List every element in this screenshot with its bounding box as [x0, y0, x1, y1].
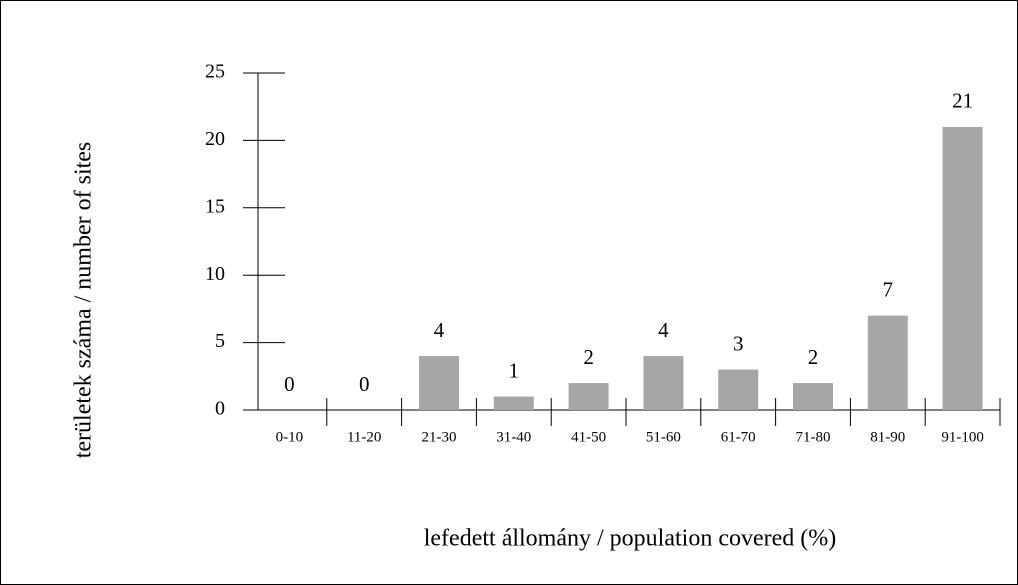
x-tick-label: 81-90: [870, 429, 905, 445]
y-tick-label: 15: [205, 195, 225, 217]
data-label: 7: [883, 277, 894, 301]
data-label: 21: [952, 89, 973, 113]
x-tick-label: 0-10: [276, 429, 304, 445]
data-label: 2: [583, 345, 594, 369]
data-label: 3: [733, 331, 744, 355]
y-tick-label: 10: [205, 263, 225, 285]
bar: [493, 396, 534, 410]
x-tick-label: 41-50: [571, 429, 606, 445]
x-tick-label: 61-70: [721, 429, 756, 445]
data-label: 1: [509, 358, 520, 382]
y-tick-label: 0: [215, 398, 225, 420]
y-axis-label: területek száma / number of sites: [71, 142, 97, 459]
y-tick-label: 20: [205, 128, 225, 150]
data-label: 2: [808, 345, 819, 369]
bar: [568, 383, 609, 410]
bar: [643, 356, 684, 410]
y-tick-label: 25: [205, 61, 225, 83]
bar: [419, 356, 459, 410]
x-tick-label: 71-80: [796, 429, 831, 445]
data-label: 0: [284, 372, 295, 396]
bar: [867, 315, 908, 410]
data-label: 4: [658, 318, 669, 342]
bar: [793, 383, 833, 410]
x-tick-label: 11-20: [347, 429, 381, 445]
bar: [718, 369, 759, 410]
data-label: 4: [434, 318, 445, 342]
x-tick-label: 31-40: [496, 429, 531, 445]
x-axis-label: lefedett állomány / population covered (…: [424, 526, 837, 552]
x-tick-label: 51-60: [646, 429, 681, 445]
y-tick-label: 5: [215, 330, 225, 352]
x-tick-label: 21-30: [422, 429, 457, 445]
bar: [942, 126, 983, 411]
data-label: 0: [359, 372, 370, 396]
x-tick-label: 91-100: [941, 429, 984, 445]
